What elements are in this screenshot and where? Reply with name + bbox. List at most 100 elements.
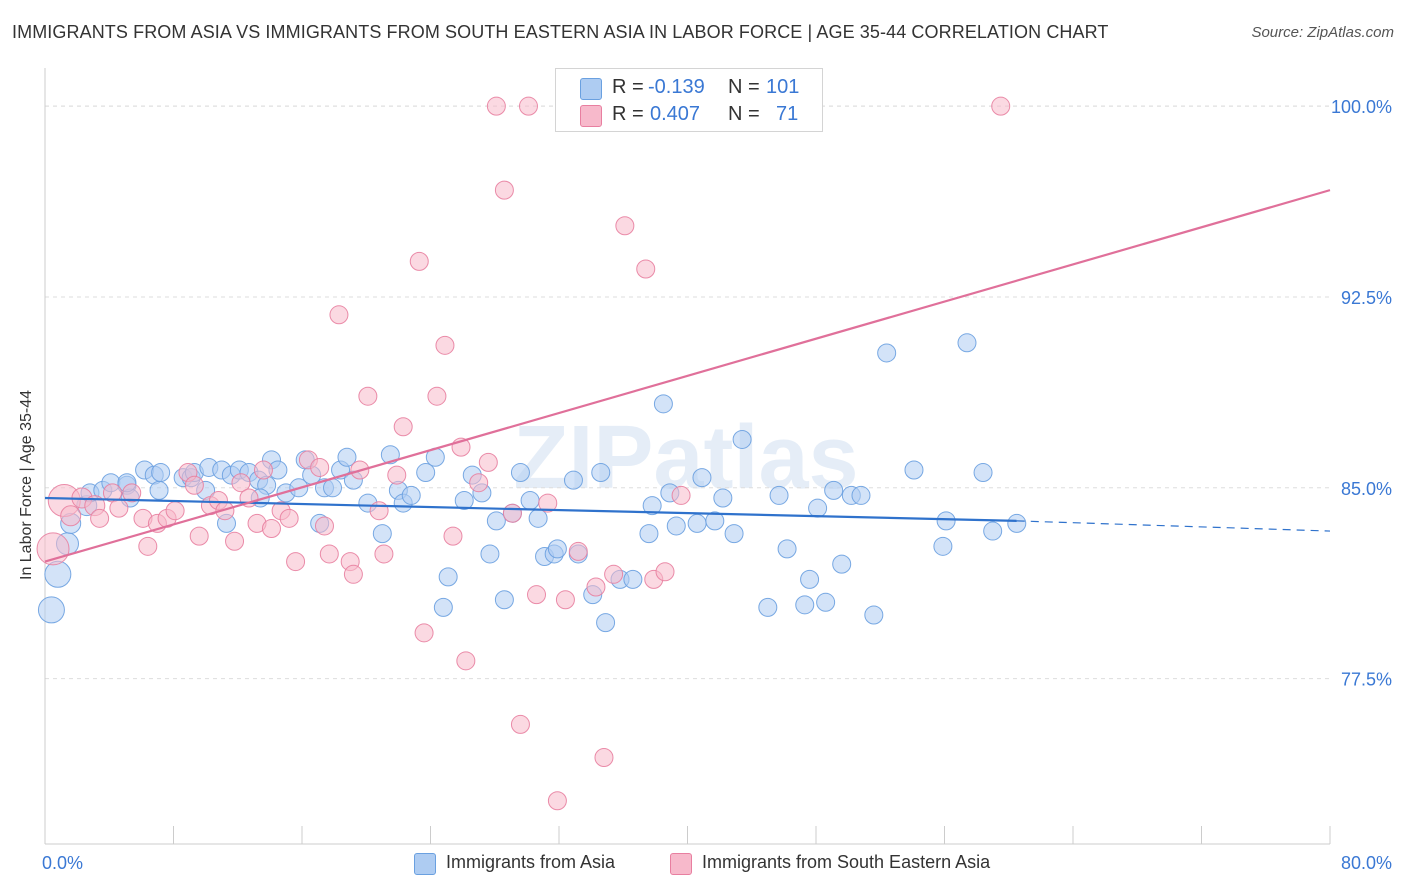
x-tick-label-1: 80.0% (1341, 853, 1392, 873)
point-s0-66 (639, 524, 659, 544)
point-s1-20 (225, 531, 245, 551)
tick-labels: 77.5% 85.0% 92.5% 100.0% 0.0% 80.0% (42, 97, 1392, 873)
legend-swatch-asia (414, 853, 436, 875)
point-s0-79 (777, 539, 797, 559)
point-s0-89 (877, 343, 897, 363)
trend-lines (44, 189, 1331, 563)
point-s0-83 (816, 592, 836, 612)
point-s0-53 (510, 463, 530, 483)
point-s0-37 (372, 524, 392, 544)
n-value: 101 (766, 76, 800, 98)
point-s1-15 (184, 475, 204, 495)
point-s1-41 (393, 417, 413, 437)
point-s1-16 (189, 526, 209, 546)
point-s1-24 (253, 460, 273, 480)
point-s0-44 (438, 567, 458, 587)
point-s0-45 (433, 597, 453, 617)
point-s0-65 (623, 569, 643, 589)
point-s0-68 (653, 394, 673, 414)
stats-legend: R = -0.139 N = 101 R = 0.407 N = 71 (555, 68, 823, 132)
point-s1-48 (456, 651, 476, 671)
r-value: -0.139 (648, 76, 705, 98)
point-s0-75 (724, 524, 744, 544)
point-s1-62 (594, 747, 614, 767)
point-s1-5 (90, 508, 110, 528)
point-s0-82 (808, 498, 828, 518)
trend-line-dashed-s0 (1016, 520, 1331, 532)
point-s0-74 (713, 488, 733, 508)
point-s1-67 (655, 562, 675, 582)
x-tick-label-0: 0.0% (42, 853, 83, 873)
point-s1-7 (109, 498, 129, 518)
point-s0-93 (957, 333, 977, 353)
point-s0-0 (37, 596, 65, 624)
r-label: R = (612, 103, 644, 125)
point-s0-91 (933, 536, 953, 556)
point-s0-41 (401, 485, 421, 505)
point-s1-37 (358, 386, 378, 406)
point-s1-60 (568, 541, 588, 561)
legend-label-asia: Immigrants from Asia (446, 852, 616, 872)
point-s1-57 (538, 493, 558, 513)
point-s1-63 (604, 564, 624, 584)
point-s0-12 (151, 463, 171, 483)
point-s1-27 (279, 508, 299, 528)
point-s1-49 (469, 473, 489, 493)
point-s1-51 (486, 96, 506, 116)
point-s0-51 (494, 590, 514, 610)
point-s1-64 (615, 216, 635, 236)
point-s0-94 (973, 463, 993, 483)
point-s0-71 (687, 513, 707, 533)
point-s0-70 (666, 516, 686, 536)
trend-line-s0 (44, 496, 1017, 522)
y-tick-label-2: 92.5% (1341, 288, 1392, 308)
point-s0-72 (692, 468, 712, 488)
point-s0-81 (800, 569, 820, 589)
point-s1-46 (443, 526, 463, 546)
r-label: R = (612, 76, 644, 98)
point-s1-32 (319, 544, 339, 564)
point-s1-13 (165, 501, 185, 521)
point-s1-39 (374, 544, 394, 564)
point-s0-95 (983, 521, 1003, 541)
point-s1-43 (414, 623, 434, 643)
legend-swatch-sea (580, 105, 602, 127)
point-s1-25 (261, 519, 281, 539)
point-s1-61 (586, 577, 606, 597)
point-s0-77 (758, 597, 778, 617)
point-s1-42 (409, 251, 429, 271)
point-s1-2 (60, 505, 82, 527)
point-s0-63 (596, 613, 616, 633)
source-credit: Source: ZipAtlas.com (1251, 24, 1394, 41)
point-s0-84 (824, 480, 844, 500)
point-s1-38 (369, 501, 389, 521)
point-s1-44 (427, 386, 447, 406)
point-s1-68 (671, 485, 691, 505)
n-label: N = (728, 103, 760, 125)
point-s1-8 (122, 483, 142, 503)
point-s0-87 (851, 485, 871, 505)
y-tick-label-3: 100.0% (1331, 97, 1392, 117)
point-s0-58 (547, 539, 567, 559)
point-s0-1 (44, 560, 72, 588)
point-s0-34 (337, 447, 357, 467)
y-tick-label-0: 77.5% (1341, 670, 1392, 690)
point-s0-73 (705, 511, 725, 531)
point-s0-49 (480, 544, 500, 564)
legend-label-sea: Immigrants from South Eastern Asia (702, 852, 991, 872)
trend-line-s1 (44, 189, 1331, 563)
point-s0-50 (486, 511, 506, 531)
point-s0-46 (454, 491, 474, 511)
point-s1-53 (502, 503, 522, 523)
r-value: 0.407 (650, 103, 701, 125)
point-s0-96 (1007, 513, 1027, 533)
point-s1-70 (991, 96, 1011, 116)
grid-lines (45, 105, 1330, 680)
legend-swatch-sea (670, 853, 692, 875)
point-s1-59 (555, 590, 575, 610)
point-s1-35 (343, 564, 363, 584)
point-s1-33 (329, 305, 349, 325)
point-s0-85 (832, 554, 852, 574)
point-s1-45 (435, 335, 455, 355)
